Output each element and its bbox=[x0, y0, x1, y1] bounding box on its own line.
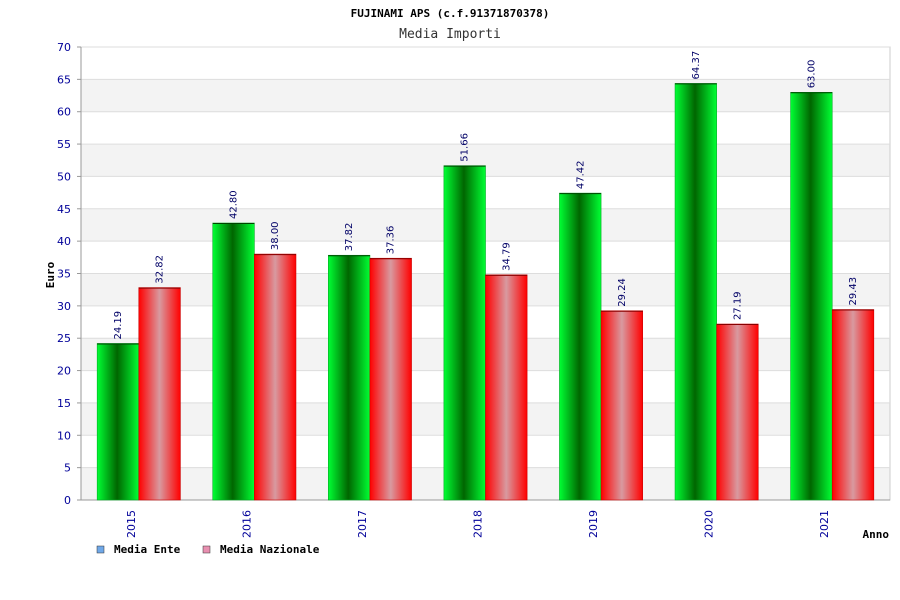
value-label-media-nazionale: 27.19 bbox=[732, 291, 743, 320]
bar-media-ente bbox=[674, 83, 717, 501]
y-tick-label: 55 bbox=[57, 138, 71, 151]
legend-label-media-nazionale: Media Nazionale bbox=[220, 543, 320, 556]
value-label-media-nazionale: 29.24 bbox=[617, 278, 628, 307]
y-tick-label: 0 bbox=[64, 494, 71, 507]
y-tick-label: 70 bbox=[57, 41, 71, 54]
y-tick-label: 40 bbox=[57, 235, 71, 248]
legend: Media Ente Media Nazionale bbox=[96, 543, 320, 556]
x-axis: 2015 2016 2017 2018 2019 2020 2021 bbox=[125, 510, 831, 538]
y-axis-title: Euro bbox=[44, 261, 57, 288]
value-label-media-ente: 64.37 bbox=[691, 51, 702, 80]
y-tick-label: 20 bbox=[57, 365, 71, 378]
x-tick-label: 2021 bbox=[818, 510, 831, 538]
bar-media-ente bbox=[212, 222, 255, 501]
bar-media-ente bbox=[559, 192, 602, 501]
bar-media-nazionale bbox=[600, 310, 643, 501]
bar-media-ente bbox=[328, 254, 371, 501]
value-label-media-ente: 42.80 bbox=[229, 190, 240, 219]
y-tick-label: 15 bbox=[57, 397, 71, 410]
bar-media-nazionale bbox=[831, 309, 875, 501]
bar-media-ente bbox=[96, 343, 140, 501]
value-label-media-ente: 24.19 bbox=[113, 311, 124, 340]
bar-media-nazionale bbox=[138, 287, 181, 501]
value-label-media-nazionale: 37.36 bbox=[386, 226, 397, 255]
x-tick-label: 2015 bbox=[125, 510, 138, 538]
bar-media-nazionale bbox=[254, 253, 297, 501]
legend-swatch-media-nazionale bbox=[202, 545, 211, 554]
x-tick-label: 2019 bbox=[587, 510, 600, 538]
y-tick-label: 25 bbox=[57, 332, 71, 345]
bar-media-nazionale bbox=[369, 257, 412, 501]
value-label-media-ente: 37.82 bbox=[344, 223, 355, 252]
legend-label-media-ente: Media Ente bbox=[114, 543, 181, 556]
band bbox=[81, 79, 890, 112]
x-tick-label: 2018 bbox=[472, 510, 485, 538]
value-label-media-ente: 47.42 bbox=[575, 160, 586, 189]
y-tick-label: 45 bbox=[57, 203, 71, 216]
y-tick-label: 10 bbox=[57, 429, 71, 442]
chart-title: FUJINAMI APS (c.f.91371870378) bbox=[351, 7, 550, 20]
chart-subtitle: Media Importi bbox=[399, 27, 501, 42]
bar-media-nazionale bbox=[485, 274, 528, 501]
x-axis-title: Anno bbox=[863, 528, 890, 541]
y-tick-label: 65 bbox=[57, 73, 71, 86]
x-tick-label: 2017 bbox=[356, 510, 369, 538]
value-labels: 24.19 32.82 42.80 38.00 37.82 37.36 51.66 34.79… bbox=[113, 51, 859, 340]
value-label-media-nazionale: 29.43 bbox=[848, 277, 859, 306]
y-tick-label: 35 bbox=[57, 268, 71, 281]
x-tick-label: 2016 bbox=[240, 510, 253, 538]
bar-media-nazionale bbox=[716, 323, 759, 501]
value-label-media-nazionale: 38.00 bbox=[270, 221, 281, 250]
y-tick-label: 60 bbox=[57, 106, 71, 119]
value-label-media-nazionale: 32.82 bbox=[155, 255, 166, 284]
y-tick-label: 50 bbox=[57, 170, 71, 183]
bar-media-ente bbox=[790, 92, 833, 501]
bar-media-ente bbox=[443, 165, 486, 501]
value-label-media-nazionale: 34.79 bbox=[501, 242, 512, 271]
value-label-media-ente: 63.00 bbox=[806, 60, 817, 89]
y-tick-label: 5 bbox=[64, 462, 71, 475]
bars bbox=[96, 83, 875, 501]
value-label-media-ente: 51.66 bbox=[460, 133, 471, 162]
legend-swatch-media-ente bbox=[96, 545, 105, 554]
x-tick-label: 2020 bbox=[703, 510, 716, 538]
y-tick-label: 30 bbox=[57, 300, 71, 313]
